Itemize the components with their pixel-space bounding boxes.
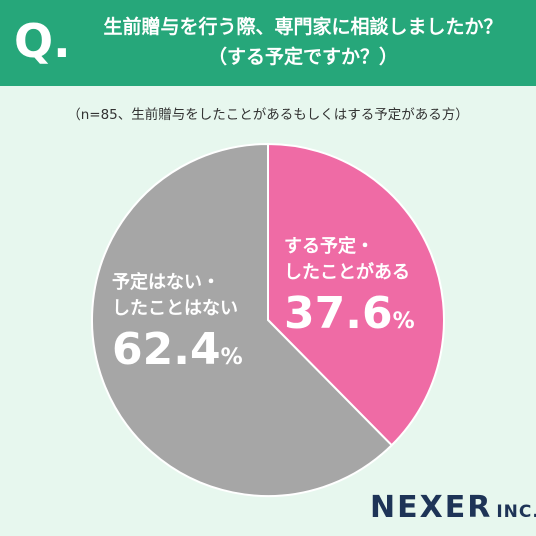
logo-suffix: INC. xyxy=(496,502,536,522)
q-mark: Q. xyxy=(14,14,71,68)
slice-label-planned: する予定・ したことがある 37.6% xyxy=(284,234,415,348)
slice-label-planned-line1: する予定・ xyxy=(284,236,374,257)
question-title-line1: 生前贈与を行う際、専門家に相談しましたか？ xyxy=(103,16,503,38)
pie-slice-planned xyxy=(267,142,445,447)
slice-value-planned-number: 37.6 xyxy=(284,288,393,339)
question-title: 生前贈与を行う際、専門家に相談しましたか？ （する予定ですか？） xyxy=(78,12,528,72)
sample-note: （n=85、生前贈与をしたことがあるもしくはする予定がある方） xyxy=(67,107,469,123)
question-title-line2: （する予定ですか？） xyxy=(207,46,398,68)
slice-value-not-planned: 62.4% xyxy=(112,324,243,384)
slice-label-not-planned-line2: したことはない xyxy=(112,298,238,319)
slice-value-planned-unit: % xyxy=(392,309,415,334)
pie-slice-not-planned xyxy=(91,142,394,497)
slice-value-not-planned-unit: % xyxy=(220,345,243,370)
logo-name: NEXER xyxy=(370,490,493,525)
slice-label-planned-line2: したことがある xyxy=(284,262,410,283)
slice-label-not-planned: 予定はない・ したことはない 62.4% xyxy=(112,270,243,384)
slice-value-not-planned-number: 62.4 xyxy=(112,324,221,375)
question-header: Q. 生前贈与を行う際、専門家に相談しましたか？ （する予定ですか？） xyxy=(0,0,536,86)
nexer-logo: NEXER INC. xyxy=(370,490,536,525)
slice-label-not-planned-line1: 予定はない・ xyxy=(112,272,220,293)
slice-value-planned: 37.6% xyxy=(284,288,415,348)
